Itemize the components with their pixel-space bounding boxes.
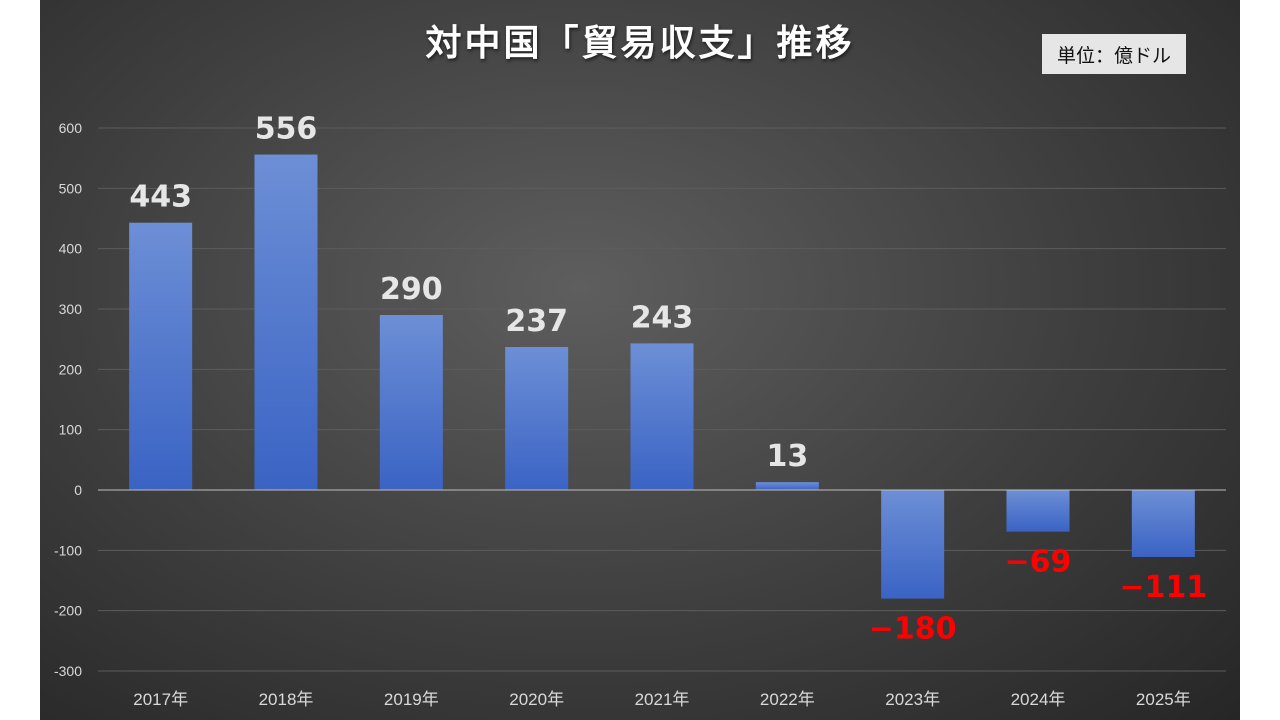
bar-chart: 600 500 400 300 200 100 0 -100 -200 -300 443 2017年… <box>54 112 1226 709</box>
unit-badge: 単位：億ドル <box>1042 34 1186 74</box>
x-category-label: 2017年 <box>133 690 188 709</box>
bar <box>630 343 694 490</box>
y-tick-label: 600 <box>59 120 83 136</box>
data-label: 13 <box>766 439 808 474</box>
x-category-label: 2025年 <box>1136 690 1191 709</box>
data-label: 237 <box>505 304 568 339</box>
x-category-label: 2023年 <box>885 690 940 709</box>
bar <box>755 482 819 490</box>
bar <box>129 222 193 490</box>
y-tick-label: 200 <box>59 361 83 377</box>
x-category-label: 2019年 <box>384 690 439 709</box>
data-label: 556 <box>255 112 318 147</box>
chart-title: 対中国「貿易収支」推移 <box>425 23 855 64</box>
y-tick-label: -300 <box>54 663 82 679</box>
bar <box>254 154 318 490</box>
x-category-label: 2022年 <box>760 690 815 709</box>
chart-slide: 対中国「貿易収支」推移 単位：億ドル 600 500 400 300 200 100 0 -1… <box>40 0 1240 720</box>
bar <box>1131 490 1195 557</box>
y-tick-label: 100 <box>59 422 83 438</box>
x-category-label: 2020年 <box>509 690 564 709</box>
y-tick-label: 400 <box>59 241 83 257</box>
bar-layer <box>98 154 1226 599</box>
y-tick-label: 0 <box>74 482 82 498</box>
y-tick-label: 500 <box>59 180 83 196</box>
bar <box>881 490 945 599</box>
y-tick-label: -100 <box>54 542 82 558</box>
x-category-label: 2021年 <box>635 690 690 709</box>
label-layer: 443 2017年 556 2018年 290 2019年 237 2020年 243 2021年… <box>129 112 1207 709</box>
data-label: −180 <box>869 612 957 647</box>
y-tick-label: -200 <box>54 603 82 619</box>
grid-layer: 600 500 400 300 200 100 0 -100 -200 -300 <box>54 120 1226 679</box>
x-category-label: 2018年 <box>259 690 314 709</box>
data-label: −111 <box>1119 570 1207 605</box>
data-label: −69 <box>1005 545 1072 580</box>
bar <box>1006 490 1070 532</box>
bar <box>379 315 443 490</box>
x-category-label: 2024年 <box>1011 690 1066 709</box>
data-label: 290 <box>380 272 443 307</box>
data-label: 443 <box>129 180 192 215</box>
bar <box>505 347 569 490</box>
data-label: 243 <box>631 300 694 335</box>
y-tick-label: 300 <box>59 301 83 317</box>
